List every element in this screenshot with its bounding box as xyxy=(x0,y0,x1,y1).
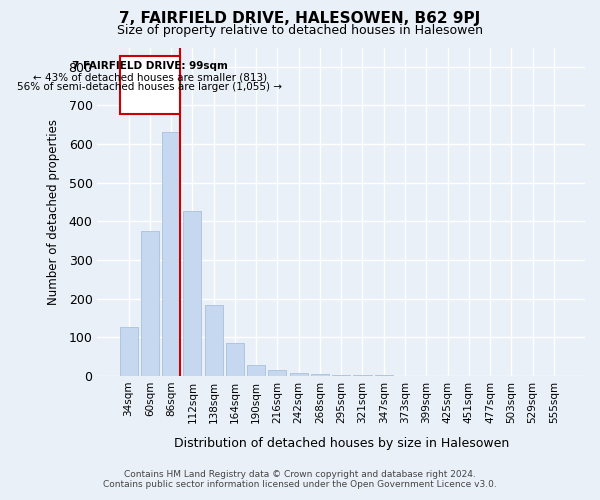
Bar xyxy=(141,231,159,376)
Y-axis label: Number of detached properties: Number of detached properties xyxy=(47,119,60,305)
Text: 7, FAIRFIELD DRIVE, HALESOWEN, B62 9PJ: 7, FAIRFIELD DRIVE, HALESOWEN, B62 9PJ xyxy=(119,12,481,26)
Bar xyxy=(205,304,223,376)
Bar xyxy=(290,373,308,376)
Bar xyxy=(268,370,286,376)
X-axis label: Distribution of detached houses by size in Halesowen: Distribution of detached houses by size … xyxy=(173,437,509,450)
Bar xyxy=(247,364,265,376)
Bar xyxy=(119,326,137,376)
Bar xyxy=(226,344,244,376)
Bar xyxy=(184,210,202,376)
Bar xyxy=(162,132,180,376)
Text: Contains HM Land Registry data © Crown copyright and database right 2024.
Contai: Contains HM Land Registry data © Crown c… xyxy=(103,470,497,489)
FancyBboxPatch shape xyxy=(119,56,180,114)
Text: 56% of semi-detached houses are larger (1,055) →: 56% of semi-detached houses are larger (… xyxy=(17,82,283,92)
Text: Size of property relative to detached houses in Halesowen: Size of property relative to detached ho… xyxy=(117,24,483,37)
Text: 7 FAIRFIELD DRIVE: 99sqm: 7 FAIRFIELD DRIVE: 99sqm xyxy=(72,60,228,70)
Bar xyxy=(311,374,329,376)
Bar xyxy=(332,375,350,376)
Text: ← 43% of detached houses are smaller (813): ← 43% of detached houses are smaller (81… xyxy=(33,72,267,82)
